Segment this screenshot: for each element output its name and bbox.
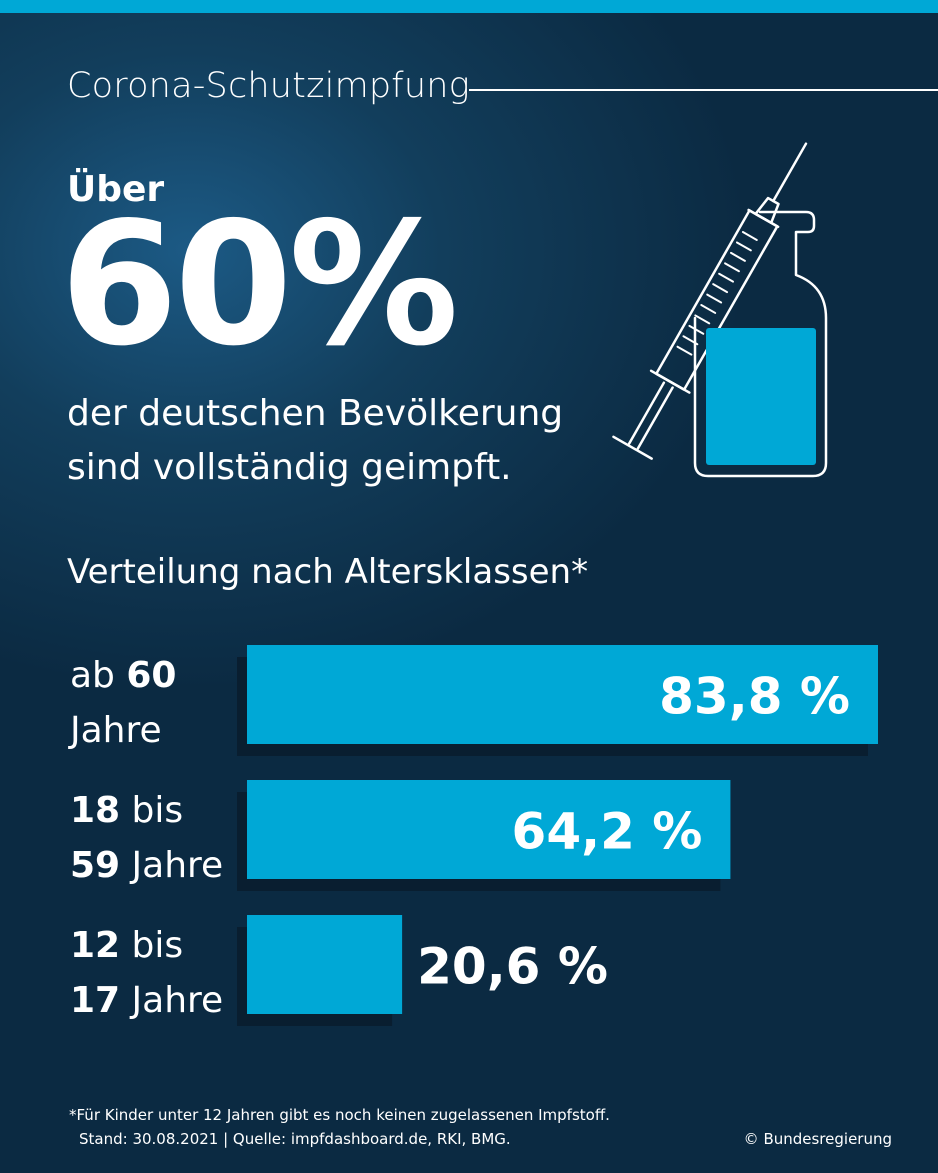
bar xyxy=(247,915,403,1014)
lead-text: Über xyxy=(67,169,165,210)
category-label: 17 Jahre xyxy=(70,980,223,1021)
category-label: ab 60 xyxy=(70,655,176,696)
category-label-part: 17 xyxy=(70,980,120,1021)
top-accent-bar xyxy=(0,0,938,13)
category-label-part: ab xyxy=(70,655,126,696)
category-label-part: 60 xyxy=(126,655,176,696)
chart-title: Verteilung nach Altersklassen* xyxy=(67,552,589,592)
data-label: 83,8 % xyxy=(659,668,850,726)
vial-liquid xyxy=(706,328,816,465)
category-label-part: 12 xyxy=(70,925,120,966)
plunger-left xyxy=(627,381,666,445)
category-label-part: Jahre xyxy=(68,710,162,751)
bar xyxy=(247,780,731,879)
subline-1: der deutschen Bevölkerung xyxy=(67,393,564,434)
syringe-and-vial-icon xyxy=(612,142,828,478)
header-rule xyxy=(469,89,938,91)
bar xyxy=(247,645,878,744)
category-label-part: Jahre xyxy=(120,845,223,886)
copyright-credit: © Bundesregierung xyxy=(743,1130,892,1148)
plunger-cap xyxy=(612,435,653,460)
needle xyxy=(772,142,808,203)
source-note: Stand: 30.08.2021 | Quelle: impfdashboar… xyxy=(79,1130,511,1148)
category-label: 12 bis xyxy=(70,925,183,966)
vial-outline xyxy=(693,210,828,478)
plunger-right xyxy=(636,386,674,450)
category-label-part: bis xyxy=(120,925,183,966)
category-label-part: Jahre xyxy=(120,980,223,1021)
data-label: 64,2 % xyxy=(512,803,703,861)
category-label: 18 bis xyxy=(70,790,183,831)
category-label: 59 Jahre xyxy=(70,845,223,886)
data-label: 20,6 % xyxy=(417,938,608,996)
headline-percentage: 60% xyxy=(60,186,459,384)
category-label-part: bis xyxy=(120,790,183,831)
kicker-title: Corona-Schutzimpfung xyxy=(67,66,470,106)
category-label-part: 59 xyxy=(70,845,120,886)
subline-2: sind vollständig geimpft. xyxy=(67,447,512,488)
category-label-part: 18 xyxy=(70,790,120,831)
footnote: *Für Kinder unter 12 Jahren gibt es noch… xyxy=(69,1106,610,1124)
category-label: Jahre xyxy=(68,710,162,751)
